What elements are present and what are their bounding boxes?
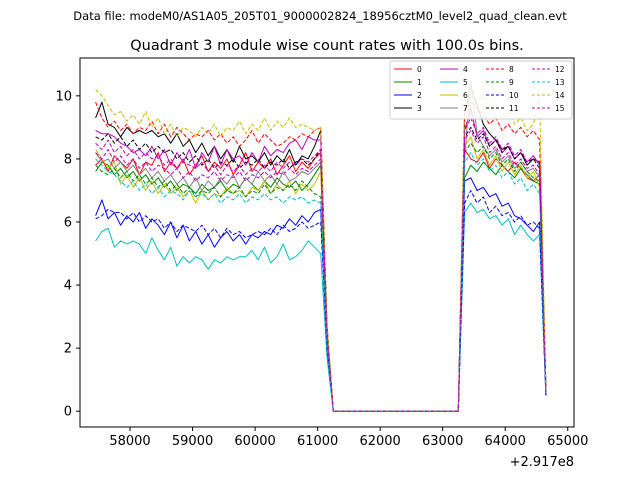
x-tick-label: 61000 [297,434,338,449]
x-tick-label: 60000 [234,434,275,449]
legend-label-6: 6 [463,91,468,100]
x-tick-label: 58000 [109,434,150,449]
legend-box [389,60,573,120]
x-tick-label: 65000 [547,434,588,449]
legend-label-5: 5 [463,78,468,87]
y-tick-label: 2 [64,342,72,357]
series-line-5 [95,202,547,412]
plot-area [95,79,547,412]
legend-label-12: 12 [555,65,565,74]
y-tick-label: 6 [64,216,72,231]
y-tick-label: 10 [55,89,72,104]
legend-label-8: 8 [509,65,514,74]
legend-label-9: 9 [509,78,514,87]
series-line-10 [95,190,547,412]
x-offset-label: +2.917e8 [510,455,574,470]
series-line-13 [95,152,547,412]
y-tick-label: 8 [64,152,72,167]
series-line-9 [95,142,547,412]
series-line-12 [95,117,547,412]
chart-title: Quadrant 3 module wise count rates with … [130,38,524,54]
series-line-15 [95,130,547,412]
legend-label-11: 11 [509,104,519,113]
y-tick-label: 0 [64,405,72,420]
legend-label-3: 3 [417,104,422,113]
legend-label-0: 0 [417,65,422,74]
series-line-8 [95,101,547,412]
x-tick-label: 64000 [485,434,526,449]
axes-frame [79,57,575,428]
legend-label-2: 2 [417,91,422,100]
x-tick-label: 59000 [172,434,213,449]
legend-label-1: 1 [417,78,422,87]
legend-label-14: 14 [555,91,565,100]
legend-label-15: 15 [555,104,565,113]
legend-label-4: 4 [463,65,468,74]
legend-label-7: 7 [463,104,468,113]
legend-label-10: 10 [509,91,519,100]
axis-ticks: 58000 59000 60000 61000 62000 63000 64000 65000… [55,89,588,449]
x-tick-label: 62000 [359,434,400,449]
suptitle: Data file: modeM0/AS1A05_205T01_90000028… [73,9,567,23]
legend-label-13: 13 [555,78,565,87]
x-tick-label: 63000 [422,434,463,449]
y-tick-label: 4 [64,279,72,294]
